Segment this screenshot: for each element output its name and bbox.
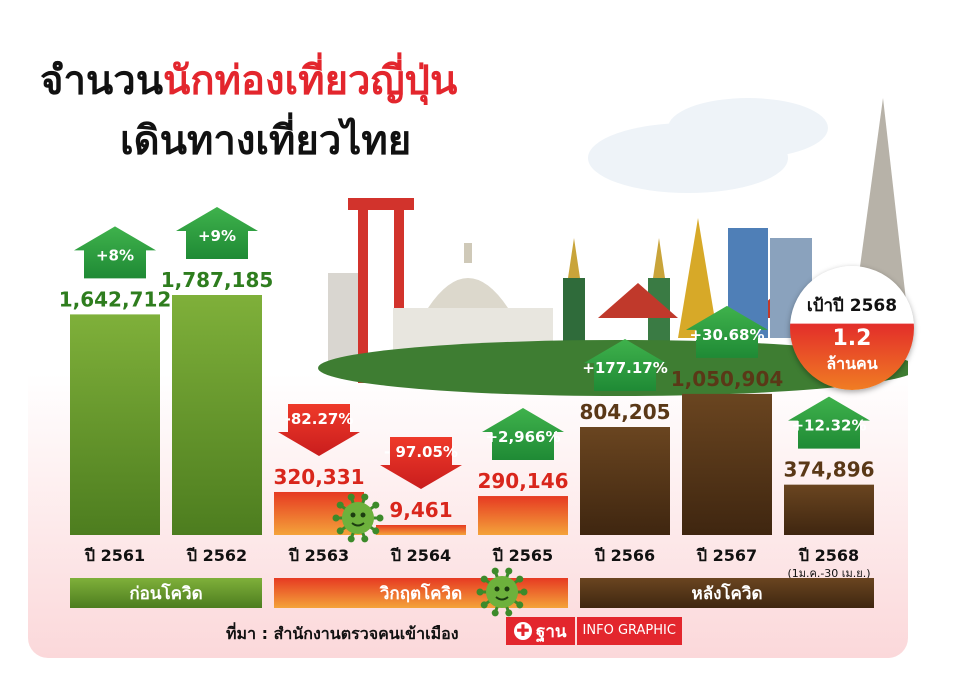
target-label: เป้าปี 2568 (806, 296, 898, 316)
brand-badge: ✚ ฐาน INFO GRAPHIC (506, 617, 682, 645)
category-label: ปี 2567 (695, 546, 757, 565)
down-arrow-icon (278, 403, 360, 456)
bar (172, 295, 262, 535)
virus-icon (332, 493, 384, 543)
category-label: ปี 2562 (185, 546, 247, 565)
change-percent-label: - 97.05% (384, 443, 458, 461)
up-arrow-icon (482, 408, 564, 461)
up-arrow-icon (176, 207, 258, 259)
source-note: ที่มา : สำนักงานตรวจคนเข้าเมือง (226, 624, 459, 643)
bar-value-label: 290,146 (477, 469, 568, 493)
title-part-2-highlight: นักท่องเที่ยวญี่ปุ่น (163, 58, 458, 104)
page-title-line-1: จำนวนนักท่องเที่ยวญี่ปุ่น (40, 48, 457, 112)
category-label: ปี 2566 (593, 546, 655, 565)
change-percent-label: +2,966% (485, 428, 560, 446)
target-value: 1.2 (832, 326, 872, 351)
target-unit: ล้านคน (826, 354, 878, 373)
bar-value-label: 374,896 (783, 458, 874, 482)
bar-value-label: 1,787,185 (161, 268, 274, 292)
up-arrow-icon (74, 226, 156, 279)
bar (682, 393, 772, 535)
bar (478, 496, 568, 535)
brand-logo: ✚ ฐาน (506, 617, 575, 645)
brand-name: ฐาน (536, 621, 567, 642)
up-arrow-icon (788, 396, 870, 449)
bar-value-label: 320,331 (273, 465, 364, 489)
brand-tag: INFO GRAPHIC (576, 617, 682, 645)
bar-value-label: 804,205 (579, 400, 670, 424)
change-percent-label: +9% (198, 227, 236, 245)
bar (784, 484, 874, 535)
group-band (580, 578, 874, 608)
bar (70, 314, 160, 535)
category-label: ปี 2561 (83, 546, 145, 565)
change-percent-label: +8% (96, 246, 134, 264)
group-label: หลังโควิด (691, 583, 762, 604)
target-badge: เป้าปี 2568 1.2 ล้านคน (790, 266, 914, 390)
category-label: ปี 2568 (797, 546, 859, 565)
change-percent-label: -82.27% (285, 410, 354, 428)
bar-value-label: 1,642,712 (59, 287, 172, 311)
up-arrow-icon (584, 339, 666, 392)
page-title-line-2: เดินทางเที่ยวไทย (120, 118, 412, 164)
category-note: (1ม.ค.-30 เม.ย.) (787, 567, 870, 580)
down-arrow-icon (380, 437, 462, 489)
plus-icon: ✚ (514, 622, 532, 640)
bar (376, 525, 466, 535)
bar-value-label: 1,050,904 (671, 367, 784, 391)
change-percent-label: +30.68% (689, 326, 764, 344)
category-label: ปี 2565 (491, 546, 553, 565)
category-label: ปี 2563 (287, 546, 349, 565)
group-label: ก่อนโควิด (129, 583, 202, 604)
group-band (70, 578, 262, 608)
group-label: วิกฤตโควิด (379, 583, 462, 604)
up-arrow-icon (686, 305, 768, 358)
virus-icon (476, 567, 528, 617)
change-percent-label: +177.17% (582, 359, 667, 377)
title-part-1: จำนวน (40, 58, 164, 104)
bar-value-label: 9,461 (389, 498, 452, 522)
bar (580, 427, 670, 535)
cloud-decoration (668, 98, 828, 158)
change-percent-label: +12.32% (791, 417, 866, 435)
category-label: ปี 2564 (389, 546, 451, 565)
